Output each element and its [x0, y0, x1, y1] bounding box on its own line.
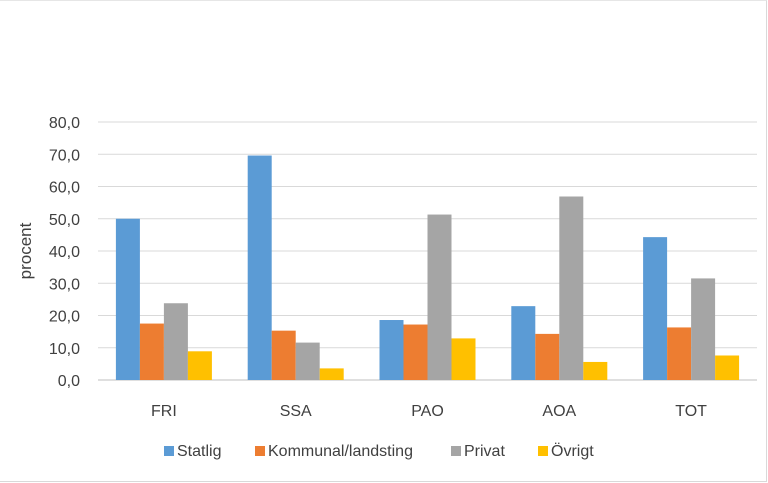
y-tick-label: 30,0 — [49, 276, 80, 293]
bar-ssa-3 — [319, 368, 344, 380]
bar-pao-3 — [451, 338, 476, 380]
y-tick-label: 60,0 — [49, 180, 80, 197]
y-tick-label: 0,0 — [58, 373, 80, 390]
bar-fri-1 — [139, 323, 164, 380]
x-tick-label: FRI — [151, 403, 177, 420]
legend-label: Övrigt — [551, 442, 594, 460]
legend-swatch — [538, 446, 548, 456]
legend-label: Statlig — [177, 443, 221, 460]
bar-aoa-1 — [535, 333, 560, 380]
bar-tot-3 — [715, 355, 740, 380]
bar-fri-0 — [115, 218, 140, 380]
x-axis-ticks: FRI SSA PAO AOA TOT — [151, 403, 707, 420]
bar-aoa-3 — [583, 361, 608, 380]
legend-label: Kommunal/landsting — [268, 443, 413, 460]
bar-pao-1 — [403, 324, 428, 380]
bar-ssa-1 — [271, 330, 296, 380]
bar-tot-0 — [643, 237, 668, 380]
bar-fri-2 — [163, 303, 188, 380]
bar-pao-2 — [427, 214, 452, 380]
x-tick-label: TOT — [675, 403, 707, 420]
bar-aoa-2 — [559, 196, 584, 380]
x-tick-label: SSA — [280, 403, 312, 420]
bars — [115, 155, 740, 380]
x-tick-label: PAO — [411, 403, 444, 420]
bar-ssa-2 — [295, 342, 320, 380]
bar-pao-0 — [379, 320, 404, 380]
y-tick-label: 70,0 — [49, 147, 80, 164]
legend-swatch — [164, 446, 174, 456]
bar-fri-3 — [187, 351, 212, 380]
y-tick-label: 80,0 — [49, 115, 80, 132]
bar-aoa-0 — [511, 306, 536, 380]
y-tick-label: 40,0 — [49, 244, 80, 261]
y-tick-label: 50,0 — [49, 212, 80, 229]
y-tick-label: 20,0 — [49, 309, 80, 326]
x-tick-label: AOA — [542, 403, 576, 420]
legend-swatch — [255, 446, 265, 456]
bar-ssa-0 — [247, 155, 272, 380]
y-tick-label: 10,0 — [49, 341, 80, 358]
bar-tot-1 — [667, 327, 692, 380]
bar-tot-2 — [691, 278, 716, 380]
legend: Statlig Kommunal/landsting Privat Övrigt — [164, 442, 594, 460]
y-axis-label: procent — [16, 222, 35, 279]
legend-label: Privat — [464, 443, 505, 460]
y-axis-ticks: 0,0 10,0 20,0 30,0 40,0 50,0 60,0 70,0 80,0 — [49, 115, 80, 390]
legend-swatch — [451, 446, 461, 456]
